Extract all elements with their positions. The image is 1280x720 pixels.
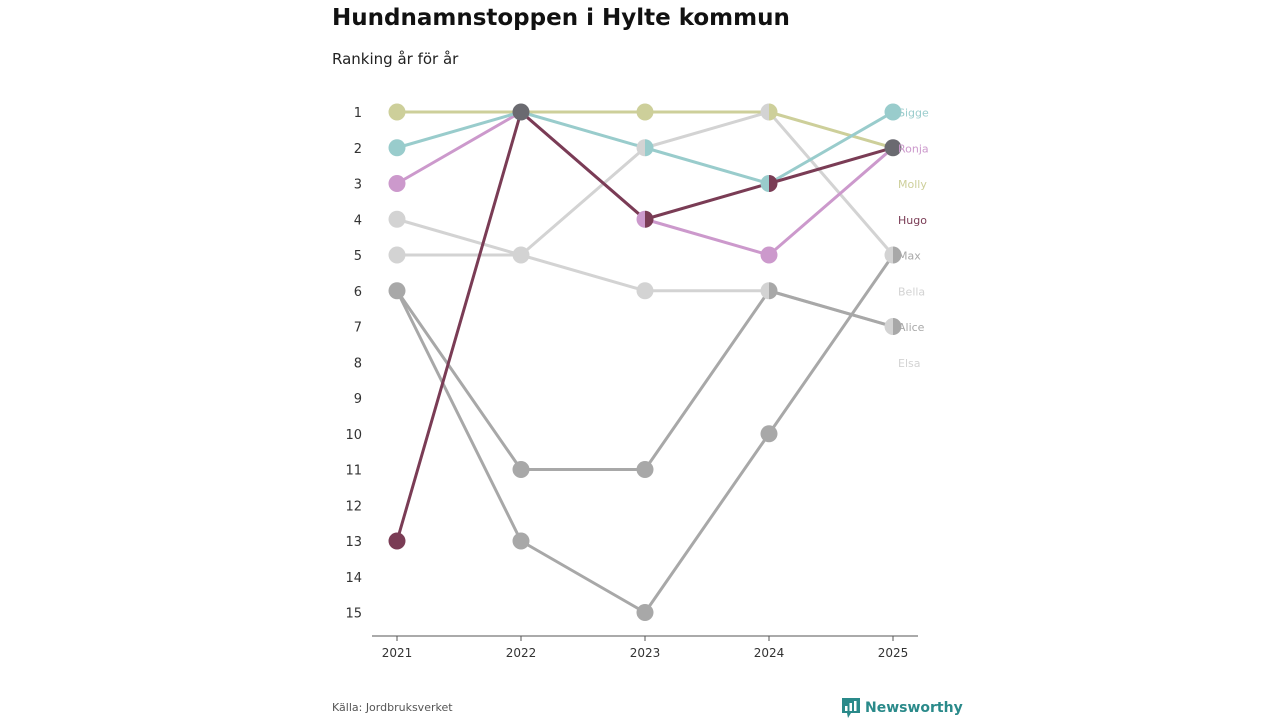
source-note: Källa: Jordbruksverket bbox=[332, 701, 453, 714]
data-point-bella-molly-left bbox=[760, 103, 769, 121]
y-tick-label: 9 bbox=[354, 392, 362, 407]
brand-name: Newsworthy bbox=[865, 700, 963, 716]
data-point-sigge bbox=[884, 103, 902, 121]
end-label-max: Max bbox=[898, 250, 921, 263]
data-point-elsa-max-right bbox=[893, 318, 902, 335]
bar-chart-icon bbox=[842, 698, 860, 718]
y-tick-label: 14 bbox=[345, 571, 362, 586]
data-point-molly-ronja-sigge-hugo bbox=[512, 103, 530, 121]
data-point-bella-alice-right bbox=[893, 246, 902, 264]
y-tick-label: 4 bbox=[354, 213, 362, 228]
end-label-sigge: Sigge bbox=[898, 107, 929, 120]
data-point-bella-molly-right bbox=[769, 103, 778, 121]
end-label-molly: Molly bbox=[898, 178, 927, 191]
end-label-alice: Alice bbox=[898, 321, 925, 334]
y-tick-label: 11 bbox=[345, 464, 362, 479]
data-point-ronja-hugo-right bbox=[645, 210, 654, 228]
x-tick-label: 2022 bbox=[506, 646, 537, 660]
data-point-ronja bbox=[388, 175, 406, 192]
data-point-bella bbox=[388, 246, 406, 264]
data-point-elsa bbox=[636, 282, 654, 300]
x-tick-label: 2023 bbox=[630, 646, 661, 660]
y-tick-label: 7 bbox=[354, 321, 362, 336]
data-point-alice bbox=[636, 604, 654, 621]
series-points bbox=[388, 103, 902, 621]
series-line-ronja bbox=[395, 110, 895, 257]
chart-subtitle: Ranking år för år bbox=[332, 50, 459, 68]
y-tick-label: 5 bbox=[354, 249, 362, 264]
data-point-elsa bbox=[388, 210, 406, 228]
data-point-max bbox=[636, 461, 654, 478]
data-point-sigge-hugo-right bbox=[769, 175, 778, 192]
y-tick-label: 2 bbox=[354, 142, 362, 157]
series-lines bbox=[395, 110, 895, 614]
end-labels: Sigge Ronja Molly Hugo Max Bella Alice Elsa bbox=[898, 107, 929, 370]
data-point-sigge bbox=[388, 139, 406, 157]
end-label-bella: Bella bbox=[898, 285, 925, 298]
x-tick-label: 2021 bbox=[382, 646, 413, 660]
data-point-hugo bbox=[388, 532, 406, 550]
y-tick-label: 13 bbox=[345, 535, 362, 550]
data-point-molly bbox=[636, 103, 654, 121]
data-point-bella-sigge-left bbox=[636, 139, 645, 157]
data-point-alice-max bbox=[388, 282, 406, 300]
end-label-elsa: Elsa bbox=[898, 357, 920, 370]
data-point-ronja bbox=[760, 246, 778, 264]
data-point-max bbox=[512, 461, 530, 478]
series-line-bella bbox=[395, 110, 895, 257]
data-point-alice bbox=[760, 425, 778, 443]
data-point-bella-sigge-right bbox=[645, 139, 654, 157]
data-point-ronja-hugo-left bbox=[636, 210, 645, 228]
y-tick-label: 6 bbox=[354, 285, 362, 300]
y-tick-label: 10 bbox=[345, 428, 362, 443]
y-tick-label: 1 bbox=[354, 106, 362, 121]
data-point-elsa-max-left bbox=[760, 282, 769, 300]
x-tick-label: 2024 bbox=[754, 646, 785, 660]
data-point-bella-alice-left bbox=[884, 246, 893, 264]
data-point-sigge-hugo-left bbox=[760, 175, 769, 192]
x-tick-label: 2025 bbox=[878, 646, 909, 660]
data-point-elsa-max-right bbox=[769, 282, 778, 300]
data-point-molly bbox=[388, 103, 406, 121]
brand-logo[interactable]: Newsworthy bbox=[842, 698, 963, 718]
series-line-alice bbox=[395, 253, 895, 614]
data-point-elsa-max-left bbox=[884, 318, 893, 335]
end-label-ronja: Ronja bbox=[898, 142, 929, 155]
chart-title: Hundnamnstoppen i Hylte kommun bbox=[332, 5, 790, 31]
data-point-molly-ronja-hugo bbox=[884, 139, 902, 157]
y-tick-label: 12 bbox=[345, 499, 362, 514]
y-tick-label: 15 bbox=[345, 607, 362, 622]
data-point-elsa-bella bbox=[512, 246, 530, 264]
y-tick-label: 8 bbox=[354, 356, 362, 371]
y-tick-label: 3 bbox=[354, 178, 362, 193]
series-line-elsa bbox=[395, 217, 895, 328]
data-point-alice bbox=[512, 532, 530, 550]
end-label-hugo: Hugo bbox=[898, 214, 927, 227]
